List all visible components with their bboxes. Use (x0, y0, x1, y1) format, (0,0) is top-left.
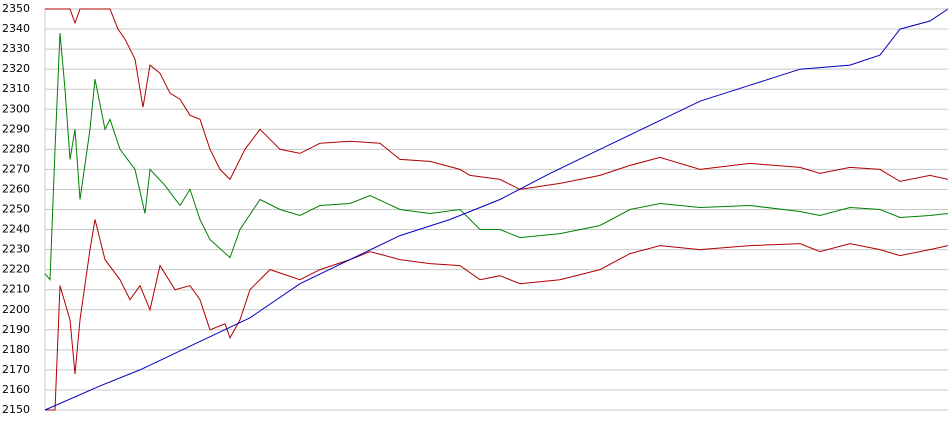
y-tick-label: 2180 (2, 343, 30, 356)
series-line (45, 8, 949, 190)
y-tick-label: 2260 (2, 182, 30, 195)
y-tick-label: 2310 (2, 82, 30, 95)
y-tick-label: 2190 (2, 323, 30, 336)
y-tick-label: 2290 (2, 122, 30, 135)
y-tick-label: 2340 (2, 22, 30, 35)
y-tick-label: 2330 (2, 42, 30, 55)
y-tick-label: 2350 (2, 2, 30, 15)
series-line (44, 33, 949, 282)
y-tick-label: 2270 (2, 162, 30, 175)
series-line (44, 8, 949, 411)
y-tick-label: 2210 (2, 283, 30, 296)
y-tick-label: 2300 (2, 102, 30, 115)
y-tick-label: 2240 (2, 223, 30, 236)
y-tick-label: 2280 (2, 142, 30, 155)
y-tick-label: 2220 (2, 263, 30, 276)
y-tick-label: 2200 (2, 303, 30, 316)
y-tick-label: 2250 (2, 203, 30, 216)
y-tick-label: 2170 (2, 363, 30, 376)
y-tick-label: 2230 (2, 243, 30, 256)
series-line (45, 219, 949, 411)
y-tick-label: 2320 (2, 62, 30, 75)
y-tick-label: 2150 (2, 403, 30, 416)
y-tick-label: 2160 (2, 383, 30, 396)
